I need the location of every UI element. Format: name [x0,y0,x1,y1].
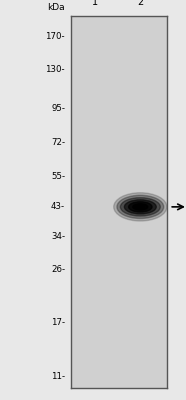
Ellipse shape [120,198,160,216]
Text: 2: 2 [137,0,143,7]
Ellipse shape [133,204,148,210]
Text: 55-: 55- [51,172,65,181]
Text: 26-: 26- [51,265,65,274]
Text: 11-: 11- [51,372,65,381]
Ellipse shape [124,200,156,214]
Text: 95-: 95- [51,104,65,113]
Text: 17-: 17- [51,318,65,327]
Ellipse shape [114,193,167,221]
Text: 34-: 34- [51,232,65,240]
Ellipse shape [117,195,164,218]
Text: kDa: kDa [47,3,65,12]
Text: 130-: 130- [45,65,65,74]
Ellipse shape [129,202,152,212]
Ellipse shape [137,206,144,208]
Text: 72-: 72- [51,138,65,147]
Text: 43-: 43- [51,202,65,211]
Text: 1: 1 [92,0,98,7]
Text: 170-: 170- [45,32,65,41]
